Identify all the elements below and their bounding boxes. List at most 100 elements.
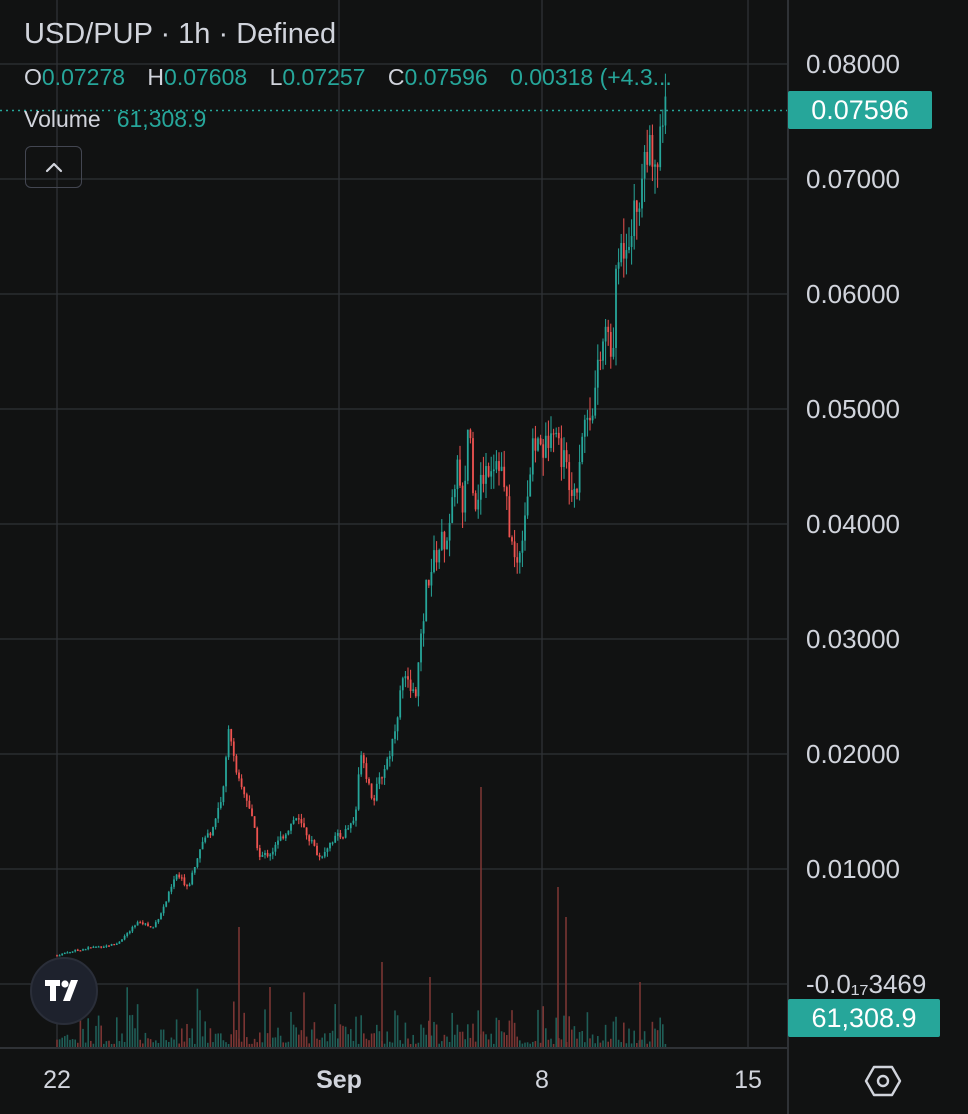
candle-body [474,493,477,510]
volume-bar [305,1036,308,1047]
volume-bar [352,1040,355,1047]
volume-bar [152,1042,154,1047]
volume-bar [123,1041,126,1047]
volume-bar [503,1032,505,1047]
volume-bar [441,1041,443,1047]
candle-body [409,679,412,691]
volume-bar [334,1004,336,1047]
candle-body [180,877,183,879]
volume-bar [58,1039,61,1047]
candle-body [264,852,266,855]
candle-body [131,926,134,932]
candle-body [641,178,643,209]
candle-body [261,854,264,857]
candle-body [84,949,87,951]
change-value: 0.00318 (+4.3... [510,64,672,90]
candle-body [258,848,261,857]
volume-bar [116,1017,118,1047]
candle-body [339,833,342,838]
candle-body [284,834,287,839]
candle-body [79,950,82,952]
volume-bar [633,1030,635,1047]
candle-body [586,417,589,420]
volume-bar [220,1033,222,1047]
volume-bar [456,1024,459,1047]
candle-body [485,466,487,484]
volume-bar [480,787,482,1047]
volume-bar [545,1028,547,1047]
volume-bar [357,1043,360,1047]
volume-bar [272,1037,274,1047]
candle-body [589,417,591,421]
settings-hexagon-icon[interactable] [864,1062,902,1100]
volume-bar [620,1042,622,1047]
volume-bar [183,1041,186,1047]
tradingview-logo-icon[interactable] [30,957,98,1025]
volume-bar [126,987,128,1047]
close-value: 0.07596 [404,64,488,90]
candle-body [534,438,537,451]
symbol-title[interactable]: USD/PUP · 1h · Defined [24,18,337,50]
volume-bar [79,1010,82,1047]
volume-bar [461,1031,464,1047]
candle-body [183,877,186,886]
volume-bar [402,1043,404,1047]
volume-bar [188,1038,191,1047]
volume-bar [290,1011,292,1047]
volume-bar [277,1027,279,1047]
candle-body [113,944,116,946]
ohlc-legend: O0.07278 H0.07608 L0.07257 C0.07596 0.00… [24,64,784,91]
low-key: L [269,64,283,90]
volume-bar [487,1039,490,1047]
candle-body [568,462,571,491]
volume-bar [342,1025,344,1047]
volume-bar [428,1020,430,1047]
volume-bar [355,1016,357,1047]
volume-bar [108,1040,110,1047]
candle-body [204,837,207,842]
candle-body [420,633,422,663]
chevron-up-icon [45,162,62,173]
candle-body [529,474,532,497]
volume-bar [568,1016,570,1047]
volume-bar [396,1015,399,1047]
y-tick-label: 0.02000 [806,739,900,769]
volume-bar [422,1027,425,1047]
candle-body [199,849,201,859]
volume-bar [298,1034,300,1047]
candle-body [492,469,495,472]
candle-body [573,488,576,496]
volume-bar [472,1023,474,1047]
candle-body [308,835,311,842]
volume-bar [368,1040,370,1047]
volume-bar [243,1012,245,1047]
candle-body [414,689,417,697]
candle-body [487,466,490,477]
volume-bar [469,1037,472,1047]
candle-body [274,844,277,852]
volume-bar [511,1010,513,1047]
volume-bar [415,1043,417,1047]
high-key: H [147,64,165,90]
volume-bar [365,1038,368,1047]
volume-bar [238,927,240,1047]
volume-bar [285,1042,287,1047]
volume-bar [194,1043,196,1047]
candle-body [508,496,511,538]
volume-bar [581,1031,583,1047]
candle-body [524,515,526,541]
volume-bar [586,1012,589,1047]
candle-body [399,690,402,718]
volume-bar [591,1034,594,1047]
collapse-legend-button[interactable] [25,146,82,188]
candle-body [453,489,456,498]
volume-bar [149,1039,152,1047]
y-tick-label: -0.0₁₇3469 [806,969,927,999]
candle-body [537,438,539,451]
volume-bar [313,1022,316,1047]
candle-body [214,818,217,828]
volume-bar [584,1042,586,1047]
volume-bar [373,1033,375,1047]
candle-body [422,621,425,634]
